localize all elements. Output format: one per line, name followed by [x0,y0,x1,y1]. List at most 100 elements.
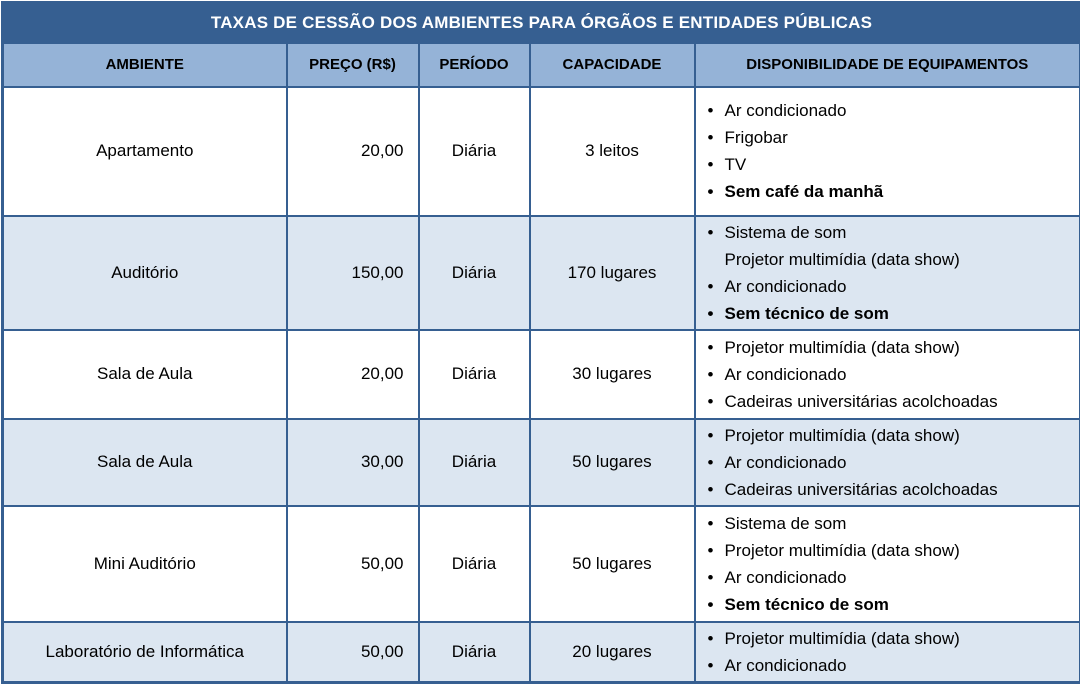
cell-equipamentos: • Sistema de som Projetor multimídia (data… [693,214,1080,331]
cell-ambiente: Mini Auditório [1,504,288,623]
cell-capacidade: 170 lugares [528,214,696,331]
equipment-label: Projetor multimídia (data show) [724,425,960,445]
cell-capacidade: 3 leitos [528,85,696,217]
bullet-icon: • [707,337,714,357]
equipment-label: Ar condicionado [724,101,847,120]
table-row: Auditório 150,00 Diária 170 lugares • Sistema… [1,214,1080,331]
cell-periodo: Diária [417,85,531,217]
bullet-icon: • [707,628,714,648]
bullet-icon: • [707,655,714,675]
cell-preco: 20,00 [285,328,420,420]
cell-equipamentos: • Sistema de som • Projetor multimídia (dat… [693,504,1080,623]
equipment-item: • Ar condicionado [708,273,1076,300]
table-row: Laboratório de Informática 50,00 Diária 20 … [1,620,1080,683]
equipment-label: Projetor multimídia (data show) [724,540,960,560]
cell-capacidade: 30 lugares [528,328,696,420]
equipment-label: Frigobar [724,128,788,147]
bullet-icon: • [707,479,714,499]
column-header-capacidade: CAPACIDADE [528,41,696,88]
cell-periodo: Diária [417,328,531,420]
bullet-icon: • [707,425,714,445]
equipment-item: • Cadeiras universitárias acolchoadas [708,388,1076,415]
table-header-row: AMBIENTE PREÇO (R$) PERÍODO CAPACIDADE D… [1,41,1080,88]
equipment-label: Ar condicionado [724,452,847,472]
cell-ambiente: Sala de Aula [1,417,288,507]
equipment-item: • Sistema de som [708,510,1076,537]
equipment-item: • Projetor multimídia (data show) [708,625,1076,652]
cell-periodo: Diária [417,504,531,623]
bullet-icon: • [707,364,714,384]
equipment-item: • Projetor multimídia (data show) [708,537,1076,564]
cell-equipamentos: • Projetor multimídia (data show) • Ar cond… [693,417,1080,507]
cell-capacidade: 50 lugares [528,504,696,623]
equipment-label: Ar condicionado [724,655,847,675]
equipment-item: • Frigobar [708,124,1076,151]
equipment-label: Sem café da manhã [724,182,884,201]
table-title-row: TAXAS DE CESSÃO DOS AMBIENTES PARA ÓRGÃO… [1,1,1080,44]
bullet-icon: • [707,101,714,120]
bullet-icon: • [707,128,714,147]
table-row: Sala de Aula 30,00 Diária 50 lugares • Projet… [1,417,1080,507]
cell-preco: 150,00 [285,214,420,331]
bullet-icon: • [707,452,714,472]
equipment-item: • Sem técnico de som [708,300,1076,327]
column-header-periodo: PERÍODO [417,41,531,88]
cell-periodo: Diária [417,620,531,683]
cell-preco: 50,00 [285,620,420,683]
equipment-item: • Ar condicionado [708,652,1076,679]
equipment-label: Ar condicionado [724,567,847,587]
equipment-label: Ar condicionado [724,364,847,384]
cell-equipamentos: • Projetor multimídia (data show) • Ar cond… [693,328,1080,420]
cell-ambiente: Apartamento [1,85,288,217]
bullet-icon: • [707,567,714,587]
equipment-label: Projetor multimídia (data show) [724,337,960,357]
cell-periodo: Diária [417,214,531,331]
table-row: Mini Auditório 50,00 Diária 50 lugares • Sist… [1,504,1080,623]
bullet-icon: • [707,182,714,201]
equipment-item: • Projetor multimídia (data show) [708,422,1076,449]
table-title: TAXAS DE CESSÃO DOS AMBIENTES PARA ÓRGÃO… [1,1,1080,44]
equipment-label: Sem técnico de som [724,303,889,323]
equipment-label: Ar condicionado [724,276,847,296]
table-row: Apartamento 20,00 Diária 3 leitos • Ar condic… [1,85,1080,217]
equipment-label: Sistema de som [724,222,847,242]
bullet-icon: • [707,276,714,296]
equipment-label: TV [724,155,747,174]
equipment-item: • Projetor multimídia (data show) [708,334,1076,361]
equipment-item: • Cadeiras universitárias acolchoadas [708,476,1076,503]
equipment-item: • Sem técnico de som [708,591,1076,618]
equipment-item: • TV [708,151,1076,178]
bullet-icon: • [707,513,714,533]
equipment-label: Sem técnico de som [724,594,889,614]
equipment-label: Projetor multimídia (data show) [724,249,960,269]
cell-preco: 30,00 [285,417,420,507]
cell-ambiente: Sala de Aula [1,328,288,420]
equipment-label: Projetor multimídia (data show) [724,628,960,648]
equipment-item: • Ar condicionado [708,564,1076,591]
column-header-preco: PREÇO (R$) [285,41,420,88]
bullet-icon: • [707,540,714,560]
bullet-icon: • [707,222,714,242]
cell-periodo: Diária [417,417,531,507]
equipment-item: Projetor multimídia (data show) [708,246,1076,273]
cell-capacidade: 50 lugares [528,417,696,507]
equipment-item: • Ar condicionado [708,97,1076,124]
cell-ambiente: Auditório [1,214,288,331]
cell-capacidade: 20 lugares [528,620,696,683]
bullet-icon: • [707,391,714,411]
bullet-icon: • [707,155,714,174]
column-header-equipamentos: DISPONIBILIDADE DE EQUIPAMENTOS [693,41,1080,88]
table-row: Sala de Aula 20,00 Diária 30 lugares • Projet… [1,328,1080,420]
equipment-item: • Sem café da manhã [708,178,1076,205]
cell-preco: 20,00 [285,85,420,217]
column-header-ambiente: AMBIENTE [1,41,288,88]
equipment-label: Cadeiras universitárias acolchoadas [724,391,998,411]
equipment-item: • Ar condicionado [708,449,1076,476]
equipment-item: • Sistema de som [708,219,1076,246]
cell-preco: 50,00 [285,504,420,623]
cell-equipamentos: • Ar condicionado • Frigobar • TV • Sem café da… [693,85,1080,217]
equipment-label: Cadeiras universitárias acolchoadas [724,479,998,499]
table-body: Apartamento 20,00 Diária 3 leitos • Ar condic… [1,85,1080,683]
